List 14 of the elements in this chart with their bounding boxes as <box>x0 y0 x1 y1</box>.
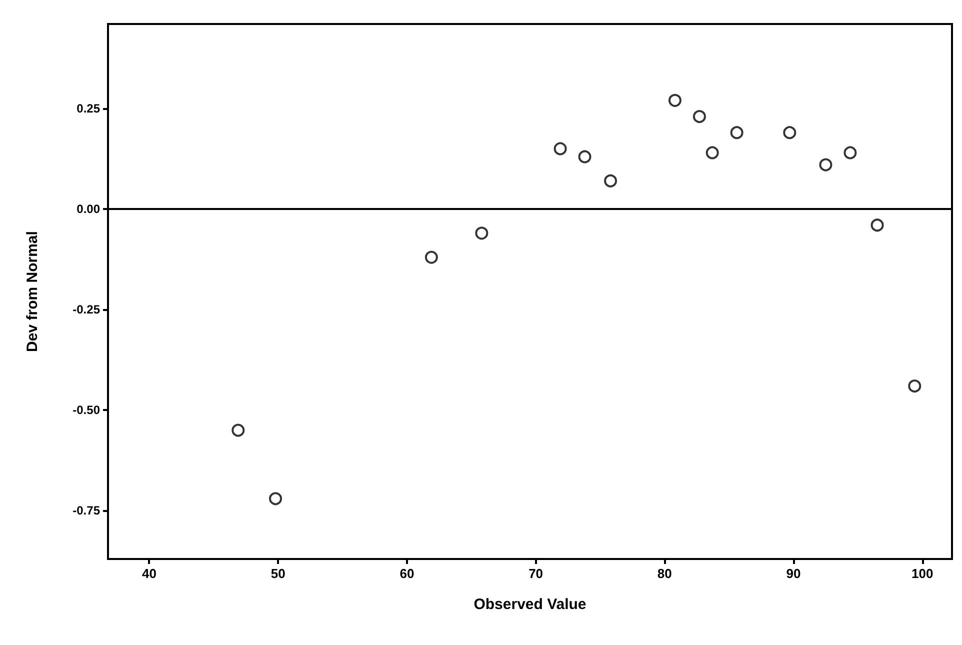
x-tick-label: 40 <box>142 566 156 581</box>
y-tick-label: -0.25 <box>72 302 100 317</box>
x-axis-title: Observed Value <box>474 596 586 613</box>
x-tick-label: 60 <box>400 566 414 581</box>
x-tick-label: 70 <box>528 566 544 581</box>
x-tick-label: 50 <box>270 566 286 581</box>
y-axis-title: Dev from Normal <box>24 231 41 352</box>
x-tick-label: 90 <box>786 566 801 581</box>
y-tick-label: 0.25 <box>76 101 100 116</box>
y-tick-label: -0.50 <box>72 403 100 418</box>
x-tick-label: 100 <box>912 566 934 581</box>
y-tick-label: 0.00 <box>76 202 100 216</box>
y-tick-label: -0.75 <box>72 504 100 518</box>
x-tick-label: 80 <box>657 566 672 581</box>
